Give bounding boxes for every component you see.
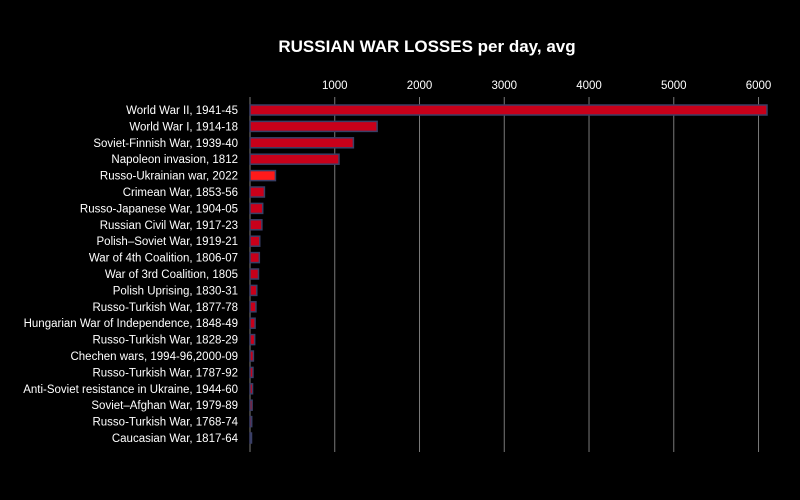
category-label: Polish–Soviet War, 1919-21 <box>97 236 239 248</box>
bar <box>249 415 253 428</box>
category-label: Russo-Ukrainian war, 2022 <box>100 171 238 183</box>
category-label: War of 4th Coalition, 1806-07 <box>89 253 238 265</box>
category-label: War of 3rd Coalition, 1805 <box>105 269 238 281</box>
bars <box>249 104 768 444</box>
bar <box>249 399 253 411</box>
bar <box>249 301 257 313</box>
bar <box>249 366 254 379</box>
bar <box>249 219 263 231</box>
chart-title: RUSSIAN WAR LOSSES per day, avg <box>278 37 575 56</box>
category-label: World War I, 1914-18 <box>129 121 238 133</box>
bar <box>249 169 277 182</box>
x-tick-label: 1000 <box>322 80 348 92</box>
category-label: Russian Civil War, 1917-23 <box>100 220 238 232</box>
x-tick-label: 3000 <box>491 80 517 92</box>
x-tick-label: 5000 <box>661 80 687 92</box>
bar <box>249 202 264 215</box>
category-label: Russo-Japanese War, 1904-05 <box>80 203 238 215</box>
bar <box>249 137 355 149</box>
category-label: Soviet–Afghan War, 1979-89 <box>91 400 238 412</box>
category-label: Caucasian War, 1817-64 <box>112 433 239 445</box>
category-label: Chechen wars, 1994-96,2000-09 <box>70 351 238 363</box>
category-label: Russo-Turkish War, 1877-78 <box>92 302 238 314</box>
bar <box>249 268 260 280</box>
bar <box>249 284 258 297</box>
category-label: Napoleon invasion, 1812 <box>111 154 238 166</box>
category-label: Polish Uprising, 1830-31 <box>113 285 238 297</box>
category-label: Anti-Soviet resistance in Ukraine, 1944-… <box>23 384 238 396</box>
bar <box>249 120 378 133</box>
x-tick-label: 6000 <box>746 80 772 92</box>
bar <box>249 333 256 346</box>
x-axis-ticks: 1000 2000 3000 4000 5000 6000 <box>322 80 771 92</box>
bar <box>249 251 261 264</box>
bar <box>249 350 255 362</box>
bar <box>249 235 261 247</box>
x-tick-label: 2000 <box>407 80 433 92</box>
category-label: Soviet-Finnish War, 1939-40 <box>93 138 238 150</box>
bar <box>249 383 254 395</box>
category-label: Hungarian War of Independence, 1848-49 <box>24 318 238 330</box>
category-label: Russo-Turkish War, 1787-92 <box>92 367 238 379</box>
category-label: World War II, 1941-45 <box>126 105 238 117</box>
bar <box>249 186 266 198</box>
category-label: Russo-Turkish War, 1828-29 <box>92 335 238 347</box>
bar <box>249 317 256 329</box>
category-label: Russo-Turkish War, 1768-74 <box>92 417 238 429</box>
category-label: Crimean War, 1853-56 <box>123 187 238 199</box>
category-labels: World War II, 1941-45 World War I, 1914-1… <box>23 105 238 445</box>
bar <box>249 153 340 165</box>
bar <box>249 104 768 116</box>
x-tick-label: 4000 <box>576 80 602 92</box>
bar <box>249 432 253 444</box>
gridlines <box>249 97 760 452</box>
